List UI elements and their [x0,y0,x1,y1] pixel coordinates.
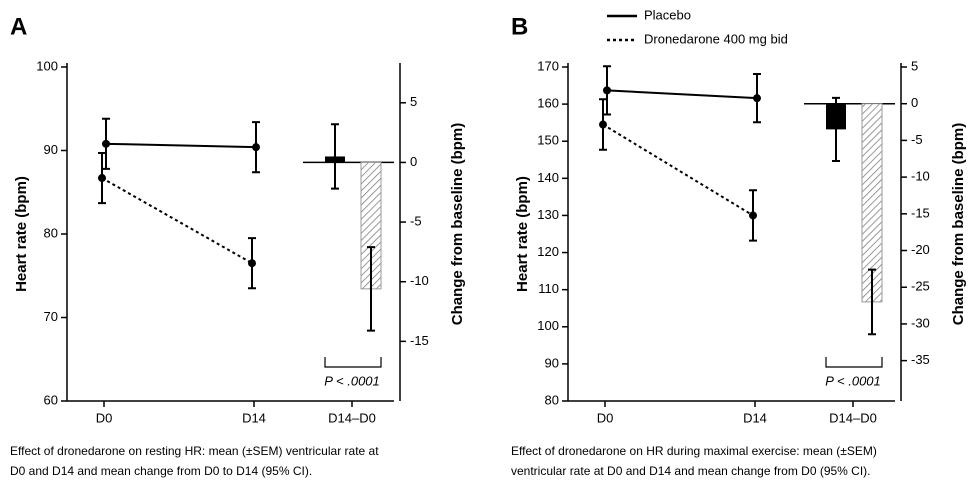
panel-label: B [511,13,528,40]
y-tick-label: 130 [537,207,559,222]
point [252,143,260,152]
y-tick-label: 150 [537,133,559,148]
x-tick-label: D14–D0 [328,410,376,425]
change-error-bar [868,268,876,336]
series-line [105,142,257,149]
y-tick-label: 160 [537,96,559,111]
point [102,139,110,148]
change-error-bar [331,123,339,190]
y2-tick-label: -25 [911,279,930,294]
series-line [101,177,253,265]
change-error-bar [832,96,840,162]
caption: D0 and D14 and mean change from D0 to D1… [10,464,312,478]
y2-tick-label: -20 [911,242,930,257]
legend-label: Placebo [644,7,691,22]
y2-tick-label: -35 [911,352,930,367]
y-axis-label: Heart rate (bpm) [13,176,30,292]
y2-tick-label: -5 [410,214,422,229]
x-tick-label: D14 [242,410,266,425]
point [248,259,256,268]
y2-tick-label: 5 [911,58,918,73]
x-tick-label: D14 [743,410,767,425]
series-line [602,123,754,217]
y-tick-label: 100 [537,318,559,333]
x-tick-label: D0 [597,410,614,425]
annotation: P < .0001 [825,373,881,388]
y2-tick-label: -15 [410,333,429,348]
y2-tick-label: -10 [911,169,930,184]
bracket [825,357,883,368]
y-tick-label: 80 [545,392,559,407]
bracket [324,357,382,368]
y-tick-label: 90 [44,142,58,157]
y-tick-label: 100 [36,58,58,73]
series-line [606,89,758,100]
point [753,94,761,103]
legend-label: Dronedarone 400 mg bid [644,31,788,46]
y-tick-label: 70 [44,309,58,324]
change-error-bar [367,246,375,332]
y2-tick-label: 0 [410,154,417,169]
y-tick-label: 140 [537,170,559,185]
y-tick-label: 60 [44,392,58,407]
x-tick-label: D14–D0 [829,410,877,425]
y-tick-label: 110 [538,281,559,296]
x-tick-label: D0 [96,410,113,425]
y-axis-label: Heart rate (bpm) [514,176,531,292]
y2-tick-label: -30 [911,315,930,330]
y2-axis-label: Change from baseline (bpm) [449,123,466,326]
y-tick-label: 80 [44,225,58,240]
y-tick-label: 120 [537,244,559,259]
caption: ventricular rate at D0 and D14 and mean … [511,464,871,478]
y2-axis-label: Change from baseline (bpm) [950,123,967,326]
y-tick-label: 170 [537,58,559,73]
panel-label: A [10,13,27,40]
point [603,86,611,95]
y2-tick-label: 0 [911,95,918,110]
y2-tick-label: -10 [410,273,429,288]
y2-tick-label: -15 [911,205,930,220]
point [749,211,757,220]
point [98,174,106,183]
caption: Effect of dronedarone on HR during maxim… [511,444,877,458]
caption: Effect of dronedarone on resting HR: mea… [10,444,379,458]
point [599,120,607,129]
y2-tick-label: 5 [410,94,417,109]
y-tick-label: 90 [545,355,559,370]
y2-tick-label: -5 [911,132,923,147]
annotation: P < .0001 [324,373,380,388]
